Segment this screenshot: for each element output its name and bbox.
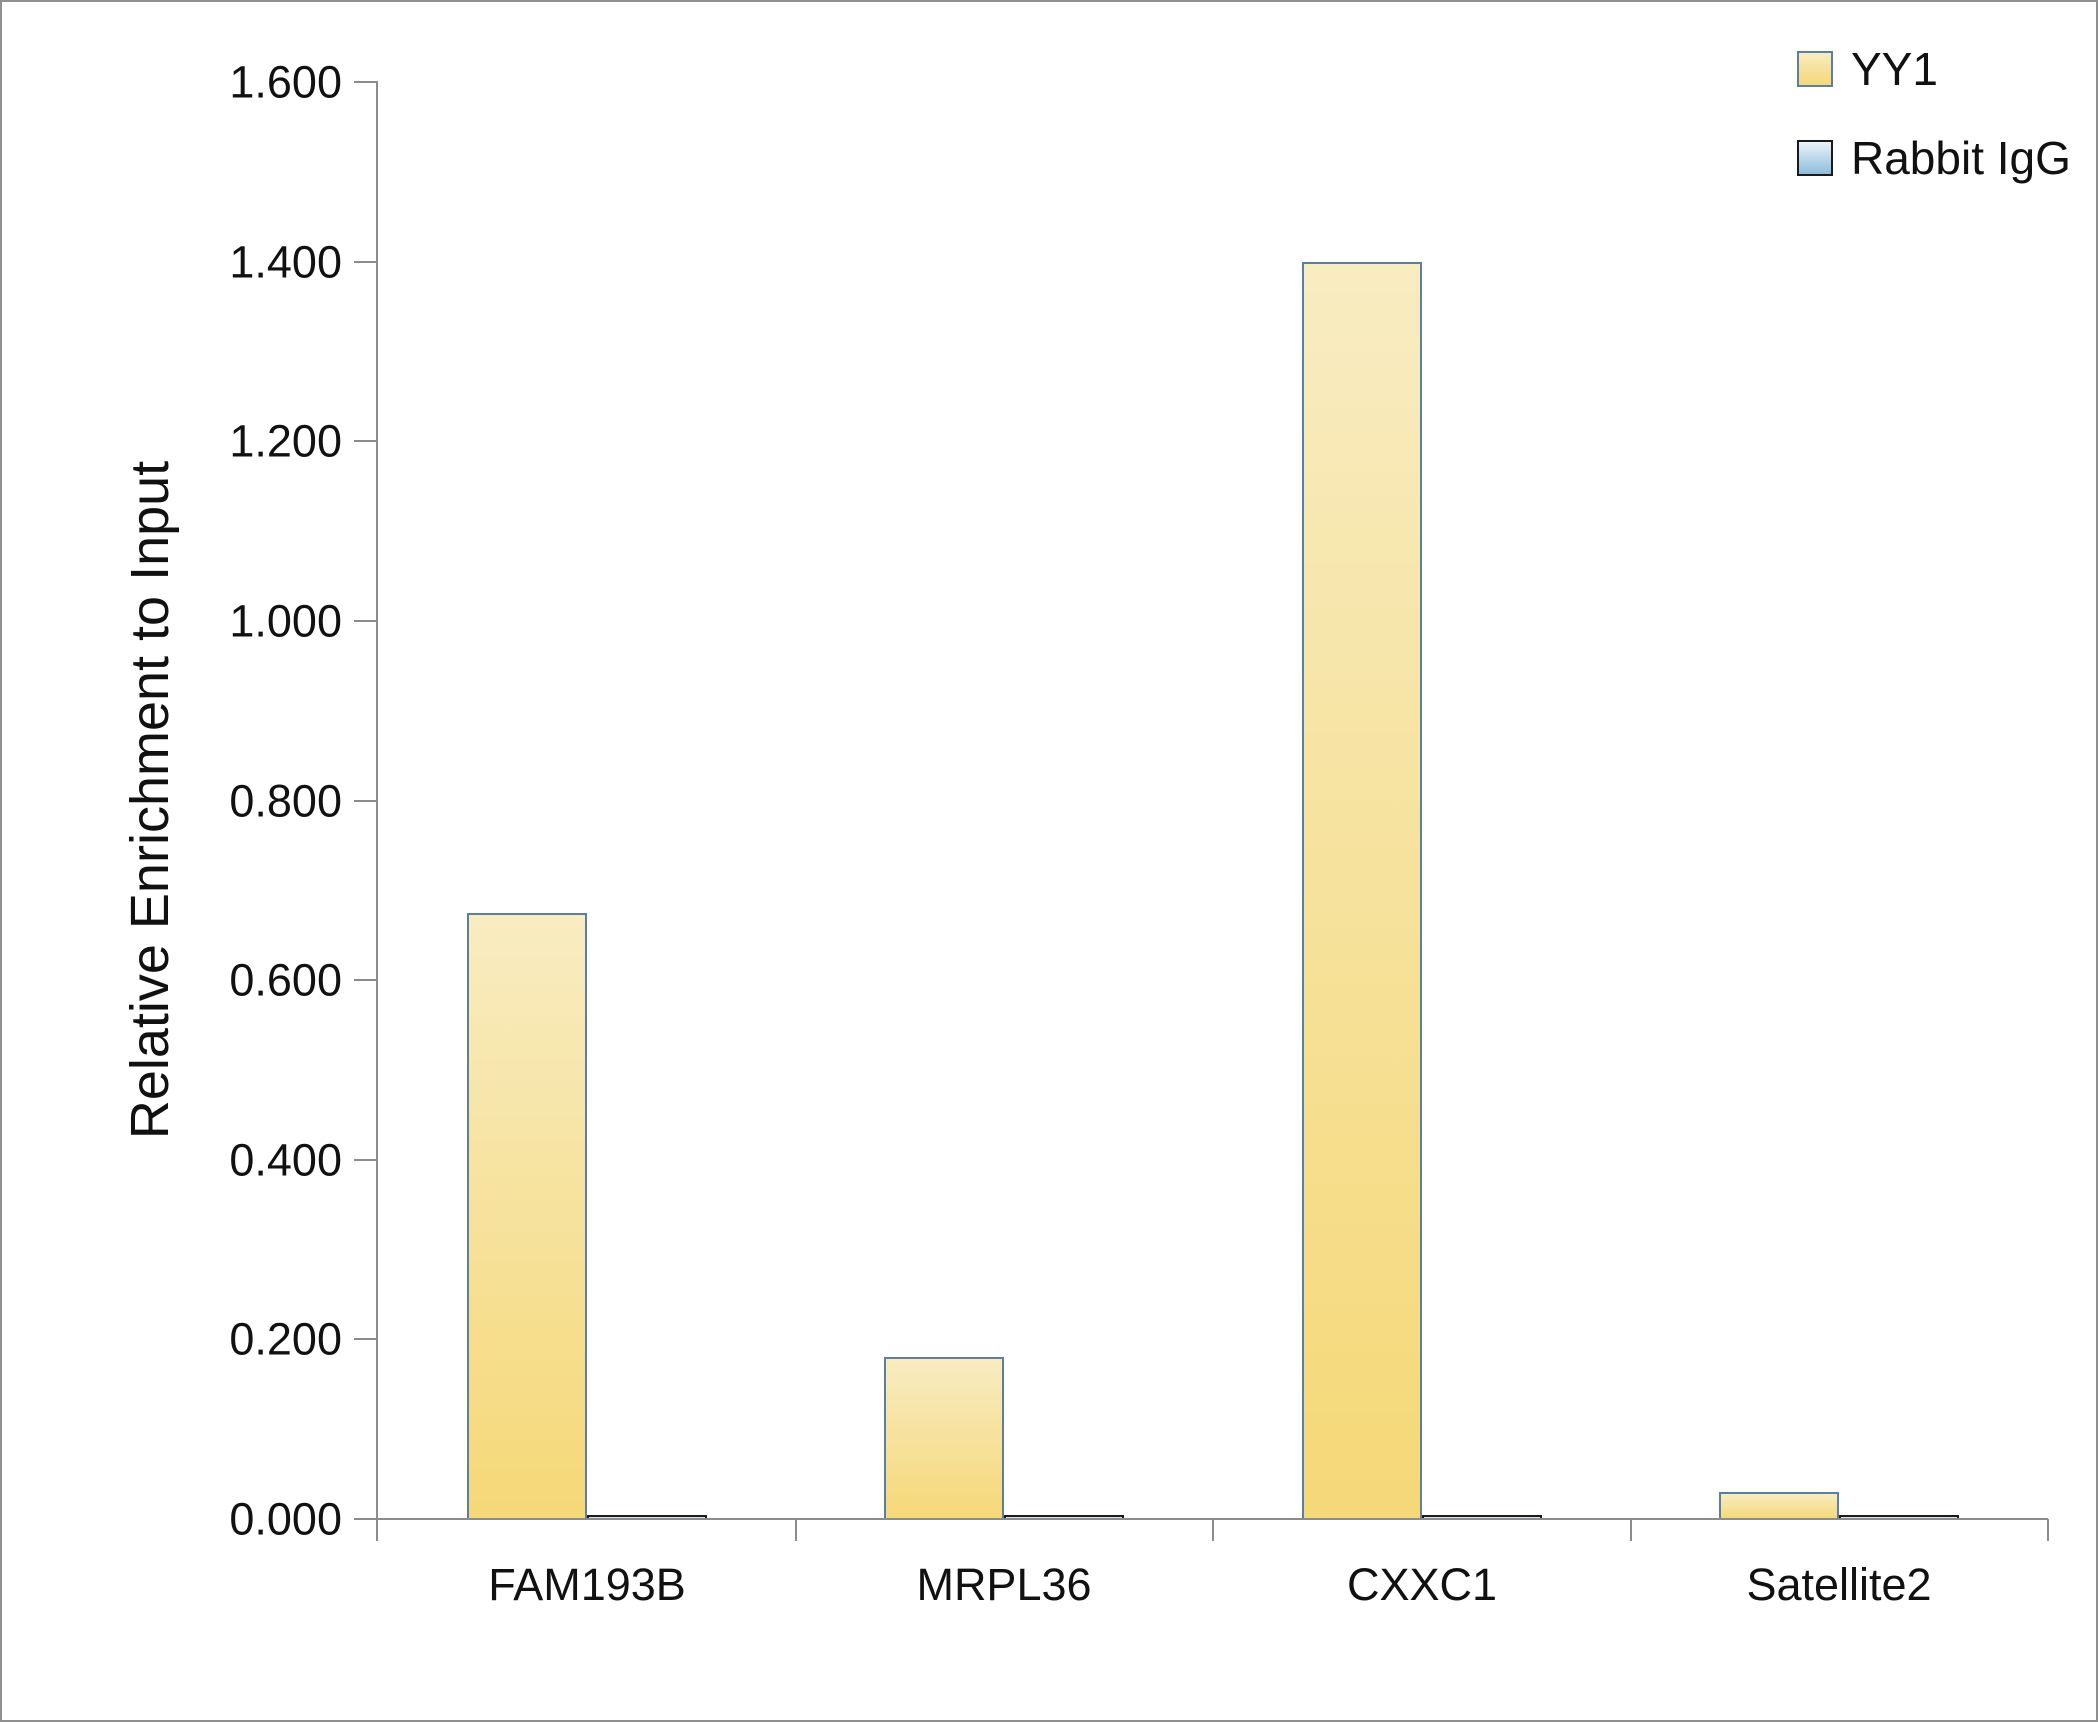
x-category-label: FAM193B bbox=[488, 1559, 686, 1610]
bar-rabbit-igg-mrpl36 bbox=[1004, 1515, 1124, 1519]
legend-item-yy1: YY1 bbox=[1797, 46, 2071, 92]
legend-label-yy1: YY1 bbox=[1851, 43, 1938, 95]
bar-rabbit-igg-fam193b bbox=[587, 1515, 707, 1519]
bar-rabbit-igg-satellite2 bbox=[1839, 1515, 1959, 1519]
y-tick-mark bbox=[354, 440, 378, 442]
legend-label-rabbit-igg: Rabbit IgG bbox=[1851, 132, 2071, 184]
y-tick-label: 1.600 bbox=[229, 56, 342, 108]
y-tick-mark bbox=[354, 620, 378, 622]
legend-swatch-yy1 bbox=[1797, 51, 1833, 87]
y-tick-mark bbox=[354, 979, 378, 981]
y-tick-label: 1.200 bbox=[229, 415, 342, 467]
x-separator-tick bbox=[2047, 1519, 2049, 1541]
y-tick-mark bbox=[354, 1518, 378, 1520]
x-category-label: Satellite2 bbox=[1746, 1559, 1932, 1610]
bar-yy1-fam193b bbox=[467, 913, 587, 1519]
x-separator-tick bbox=[1630, 1519, 1632, 1541]
x-axis-line bbox=[376, 1518, 2048, 1520]
legend: YY1 Rabbit IgG bbox=[1797, 46, 2071, 181]
y-tick-label: 0.000 bbox=[229, 1493, 342, 1545]
legend-swatch-rabbit-igg bbox=[1797, 140, 1833, 176]
y-tick-label: 0.800 bbox=[229, 775, 342, 827]
y-tick-label: 1.000 bbox=[229, 595, 342, 647]
bar-yy1-mrpl36 bbox=[884, 1357, 1004, 1519]
y-tick-mark bbox=[354, 1338, 378, 1340]
bar-rabbit-igg-cxxc1 bbox=[1422, 1515, 1542, 1519]
y-axis-line bbox=[376, 81, 378, 1541]
x-separator-tick bbox=[795, 1519, 797, 1541]
y-tick-label: 0.600 bbox=[229, 954, 342, 1006]
bar-yy1-cxxc1 bbox=[1302, 262, 1422, 1519]
x-category-label: CXXC1 bbox=[1346, 1559, 1498, 1610]
bar-yy1-satellite2 bbox=[1719, 1492, 1839, 1519]
y-tick-mark bbox=[354, 81, 378, 83]
legend-item-rabbit-igg: Rabbit IgG bbox=[1797, 135, 2071, 181]
x-category-label: MRPL36 bbox=[916, 1559, 1092, 1610]
y-tick-label: 0.200 bbox=[229, 1313, 342, 1365]
y-tick-mark bbox=[354, 261, 378, 263]
y-tick-label: 0.400 bbox=[229, 1134, 342, 1186]
y-tick-label: 1.400 bbox=[229, 236, 342, 288]
x-separator-tick bbox=[1212, 1519, 1214, 1541]
y-tick-mark bbox=[354, 1159, 378, 1161]
y-tick-mark bbox=[354, 800, 378, 802]
